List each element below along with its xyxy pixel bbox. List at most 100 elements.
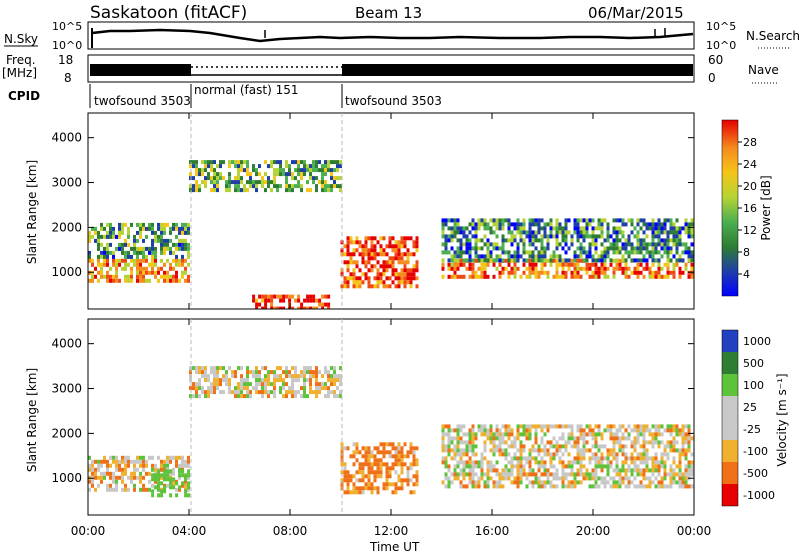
heatmap-cell	[237, 164, 240, 169]
heatmap-cell	[519, 226, 523, 231]
heatmap-cell	[321, 176, 324, 181]
heatmap-cell	[240, 168, 243, 173]
heatmap-cell	[255, 188, 258, 193]
heatmap-cell	[124, 250, 127, 255]
power-heatmap	[88, 160, 694, 309]
heatmap-cell	[618, 440, 622, 445]
heatmap-cell	[606, 464, 610, 469]
heatmap-cell	[216, 382, 219, 387]
heatmap-cell	[444, 432, 448, 437]
heatmap-cell	[591, 226, 595, 231]
heatmap-cell	[261, 180, 264, 185]
heatmap-cell	[513, 250, 517, 255]
heatmap-cell	[468, 266, 472, 271]
heatmap-cell	[672, 238, 676, 243]
heatmap-cell	[474, 226, 478, 231]
heatmap-cell	[549, 222, 553, 227]
heatmap-cell	[361, 260, 365, 265]
heatmap-cell	[181, 473, 185, 478]
heatmap-cell	[397, 256, 401, 261]
heatmap-cell	[391, 248, 395, 253]
heatmap-cell	[358, 466, 362, 471]
heatmap-cell	[558, 242, 562, 247]
heatmap-cell	[172, 471, 175, 476]
heatmap-cell	[552, 444, 556, 449]
heatmap-cell	[210, 160, 213, 165]
heatmap-cell	[315, 370, 318, 375]
heatmap-cell	[115, 278, 118, 283]
heatmap-cell	[178, 473, 182, 478]
heatmap-cell	[315, 184, 318, 189]
heatmap-cell	[228, 184, 231, 189]
heatmap-cell	[246, 180, 249, 185]
heatmap-cell	[343, 470, 347, 475]
heatmap-cell	[267, 394, 270, 399]
heatmap-cell	[477, 480, 481, 485]
heatmap-cell	[364, 236, 368, 241]
heatmap-cell	[412, 454, 416, 459]
heatmap-cell	[267, 294, 271, 299]
heatmap-cell	[567, 262, 571, 267]
heatmap-cell	[678, 274, 682, 279]
heatmap-cell	[543, 254, 547, 259]
heatmap-cell	[349, 454, 353, 459]
heatmap-cell	[579, 472, 583, 477]
heatmap-cell	[340, 284, 344, 289]
heatmap-cell	[570, 472, 574, 477]
heatmap-cell	[121, 230, 124, 235]
heatmap-cell	[531, 254, 535, 259]
heatmap-cell	[112, 479, 115, 484]
heatmap-cell	[321, 184, 324, 189]
heatmap-cell	[382, 268, 386, 273]
heatmap-cell	[534, 428, 538, 433]
heatmap-cell	[621, 246, 625, 251]
heatmap-cell	[288, 188, 291, 193]
heatmap-cell	[376, 490, 380, 495]
heatmap-cell	[112, 226, 115, 231]
heatmap-cell	[403, 276, 407, 281]
heatmap-cell	[504, 250, 508, 255]
heatmap-cell	[675, 230, 679, 235]
heatmap-cell	[228, 164, 231, 169]
heatmap-cell	[672, 270, 676, 275]
heatmap-cell	[516, 480, 520, 485]
heatmap-cell	[198, 168, 201, 173]
heatmap-cell	[459, 242, 463, 247]
heatmap-cell	[240, 394, 243, 399]
heatmap-cell	[465, 250, 469, 255]
heatmap-cell	[474, 258, 478, 263]
heatmap-cell	[483, 242, 487, 247]
heatmap-cell	[522, 238, 526, 243]
heatmap-cell	[462, 230, 466, 235]
heatmap-cell	[213, 382, 216, 387]
heatmap-cell	[582, 476, 586, 481]
heatmap-cell	[309, 370, 312, 375]
heatmap-cell	[462, 258, 466, 263]
heatmap-cell	[358, 462, 362, 467]
heatmap-cell	[597, 464, 601, 469]
heatmap-cell	[228, 188, 231, 193]
heatmap-cell	[624, 238, 628, 243]
heatmap-cell	[370, 244, 374, 249]
heatmap-cell	[624, 456, 628, 461]
heatmap-cell	[198, 172, 201, 177]
heatmap-cell	[495, 226, 499, 231]
heatmap-cell	[333, 370, 336, 375]
heatmap-cell	[441, 456, 445, 461]
heatmap-cell	[261, 394, 264, 399]
heatmap-cell	[333, 378, 336, 383]
heatmap-cell	[687, 226, 691, 231]
heatmap-cell	[564, 222, 568, 227]
heatmap-cell	[100, 242, 103, 247]
heatmap-cell	[216, 180, 219, 185]
heatmap-cell	[585, 476, 589, 481]
heatmap-cell	[657, 464, 661, 469]
heatmap-cell	[192, 164, 195, 169]
heatmap-cell	[178, 278, 181, 283]
heatmap-cell	[588, 432, 592, 437]
heatmap-cell	[489, 226, 493, 231]
heatmap-cell	[343, 280, 347, 285]
heatmap-cell	[459, 480, 463, 485]
heatmap-cell	[181, 258, 184, 263]
heatmap-cell	[315, 298, 319, 303]
